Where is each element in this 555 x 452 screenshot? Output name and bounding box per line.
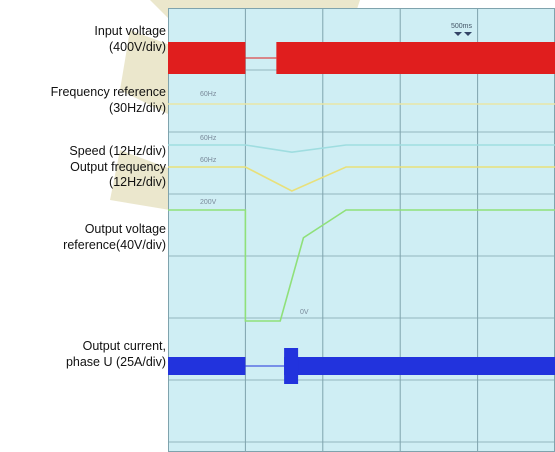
label-input-voltage-line1: Input voltage [94,24,166,38]
trace-band-output-current-phase-u [168,357,246,375]
label-speed-line1: Speed (12Hz/div) [69,144,166,158]
label-output-frequency-line2: (12Hz/div) [109,175,166,189]
speed-level-label: 60Hz [200,135,217,142]
scope-traces [168,42,555,384]
label-speed-output-frequency: Speed (12Hz/div) Output frequency (12Hz/… [69,144,166,191]
label-output-current-line2: phase U (25A/div) [65,354,166,369]
label-output-voltage-reference: Output voltage reference(40V/div) [63,222,166,253]
label-frequency-reference: Frequency reference (30Hz/div) [51,85,166,116]
timebase-label: 500ms [451,23,473,30]
label-frequency-reference-line2: (30Hz/div) [109,100,166,115]
output-freq-level-label: 60Hz [200,157,217,164]
scope-background [168,8,555,452]
trace-line-output-frequency [168,166,555,192]
voltage-level-label: 200V [200,199,217,206]
label-input-voltage: Input voltage (400V/div) [94,24,166,55]
label-output-current-line1: Output current, [82,339,166,353]
label-output-voltage-line2: reference(40V/div) [63,237,166,252]
label-output-current: Output current, phase U (25A/div) [66,339,166,370]
trigger-marker-icon [454,32,472,36]
trace-line-speed [168,144,555,154]
trace-band-output-current-phase-u [284,357,555,375]
label-output-voltage-line1: Output voltage [84,222,166,236]
trace-band-input-voltage [276,42,555,74]
zero-voltage-label: 0V [300,309,309,316]
freq-ref-level-label: 60Hz [200,91,217,98]
label-input-voltage-line2: (400V/div) [109,39,166,54]
trace-line-output-voltage-reference [168,209,555,322]
label-output-frequency-line1: Output frequency [70,159,166,174]
label-frequency-reference-line1: Frequency reference [50,85,166,99]
trace-band-input-voltage [168,42,246,74]
trace-current-inrush [284,348,299,384]
oscilloscope-screen: 500ms 60Hz 60Hz 60Hz 200V 0V [168,8,555,452]
